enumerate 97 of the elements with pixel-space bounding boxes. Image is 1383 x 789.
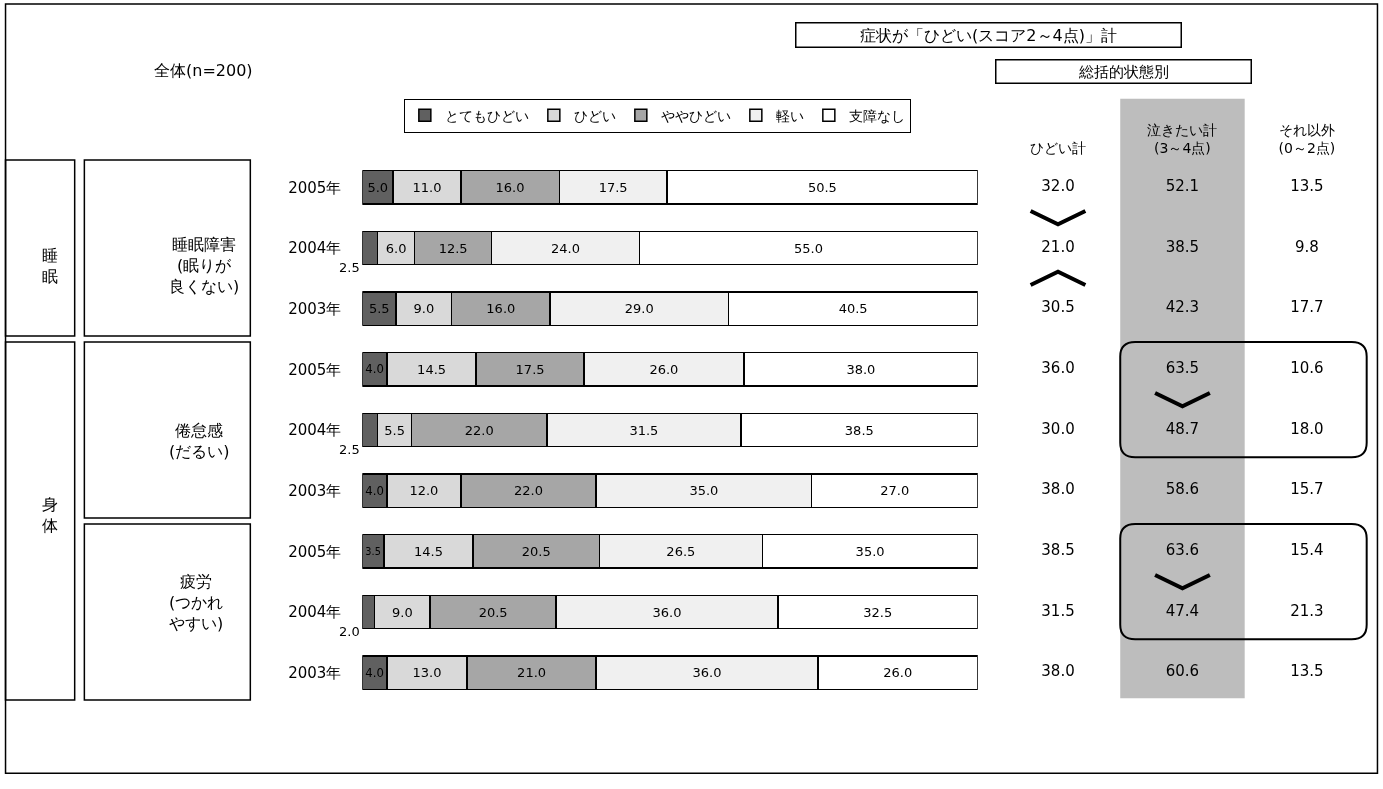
data-label: 16.0 [495,179,525,195]
text: 全体(n=200) [154,61,253,80]
text: 15.7 [1290,480,1324,499]
data-label: 20.5 [521,543,551,559]
text: 38.5 [1041,541,1075,560]
data-label: 20.5 [478,604,508,620]
text: 10.6 [1290,359,1324,378]
data-label: 14.5 [417,361,447,377]
y-tick-label: 2004年 [288,421,342,440]
data-label: 27.0 [880,483,910,499]
text: 症状が「ひどい(スコア2～4点)」計 [860,25,1117,45]
data-label: 4.0 [365,362,384,377]
data-label: 2.5 [339,260,360,275]
data-label: 12.5 [438,240,468,256]
data-label: 29.0 [624,301,654,317]
text: 38.0 [1041,662,1075,681]
text: 36.0 [1041,359,1075,378]
data-label: 38.5 [844,422,874,438]
legend-label: 支障なし [848,107,905,124]
legend-label: とてもひどい [444,107,529,124]
data-label: 35.0 [855,543,885,559]
category-label: ひどい計 [1030,140,1086,157]
data-label: 22.0 [514,483,543,499]
text: 30.0 [1041,419,1075,438]
data-label: 26.0 [649,361,679,377]
category-label: 泣きたい計 (3～4点) [1147,122,1218,157]
category-label: それ以外 (0～2点) [1278,122,1336,157]
data-label: 32.5 [863,604,893,620]
data-label: 16.0 [486,301,516,317]
data-label: 22.0 [464,422,494,438]
data-label: 9.0 [392,604,413,620]
data-label: 35.0 [689,483,719,499]
data-label: 2.5 [339,442,360,457]
text: 15.4 [1290,541,1324,560]
data-label: 14.5 [414,543,443,559]
data-label: 24.0 [550,240,580,256]
y-tick-label: 2004年 [288,603,342,622]
text: 48.7 [1165,419,1200,438]
data-label: 21.0 [517,665,547,681]
data-label: 38.0 [846,361,876,377]
data-label: 13.0 [412,665,442,681]
data-label: 31.5 [629,422,659,438]
y-tick-label: 2004年 [288,239,342,258]
legend-label: ややひどい [660,107,731,124]
text: 9.8 [1295,237,1319,256]
text: 総括的状態別 [1078,62,1169,81]
data-label: 3.5 [365,545,381,557]
y-tick-label: 2003年 [288,299,342,318]
data-label: 9.0 [413,301,435,317]
text: 38.5 [1165,237,1200,256]
y-tick-label: 2003年 [288,481,342,500]
data-label: 6.0 [385,240,407,256]
text: 30.5 [1041,298,1075,317]
legend-label: 軽い [775,107,804,124]
text: 18.0 [1290,419,1324,438]
text: 21.0 [1041,237,1075,256]
text: 63.6 [1165,541,1200,560]
text: 31.5 [1041,601,1075,620]
data-label: 2.0 [339,624,360,639]
data-label: 17.5 [598,179,628,195]
data-label: 26.5 [666,543,696,559]
data-label: 12.0 [409,483,439,499]
y-tick-label: 2005年 [288,360,342,379]
text: 疲労(つかれやすい) [169,572,224,633]
text: 17.7 [1290,298,1324,317]
data-label: 36.0 [652,604,682,620]
text: 38.0 [1041,480,1075,499]
y-tick-label: 2005年 [288,178,342,197]
text: 52.1 [1165,177,1200,196]
data-label: 4.0 [365,665,384,680]
data-label: 40.5 [838,301,868,317]
text: 13.5 [1290,662,1324,681]
text: 42.3 [1165,298,1200,317]
text: 60.6 [1165,662,1200,681]
data-label: 50.5 [807,179,837,195]
text: 47.4 [1165,601,1200,620]
y-tick-label: 2005年 [288,542,342,561]
data-label: 5.0 [367,179,389,195]
data-label: 4.0 [365,483,384,498]
text: 21.3 [1290,601,1324,620]
text: 32.0 [1041,177,1075,196]
data-label: 11.0 [412,179,442,195]
data-label: 55.0 [794,240,824,256]
data-label: 5.5 [384,422,405,438]
y-tick-label: 2003年 [288,663,342,682]
text: 睡眠障害(眠りが良くない) [169,235,240,296]
data-label: 36.0 [692,665,722,681]
data-label: 26.0 [883,665,913,681]
text: 63.5 [1165,359,1200,378]
data-label: 5.5 [368,301,390,317]
legend-label: ひどい [573,107,616,124]
data-label: 17.5 [515,361,545,377]
text: 身体 [42,495,58,535]
text: 13.5 [1290,177,1324,196]
text: 倦怠感(だるい) [169,421,230,461]
text: 58.6 [1165,480,1200,499]
text: 睡眠 [42,246,58,286]
